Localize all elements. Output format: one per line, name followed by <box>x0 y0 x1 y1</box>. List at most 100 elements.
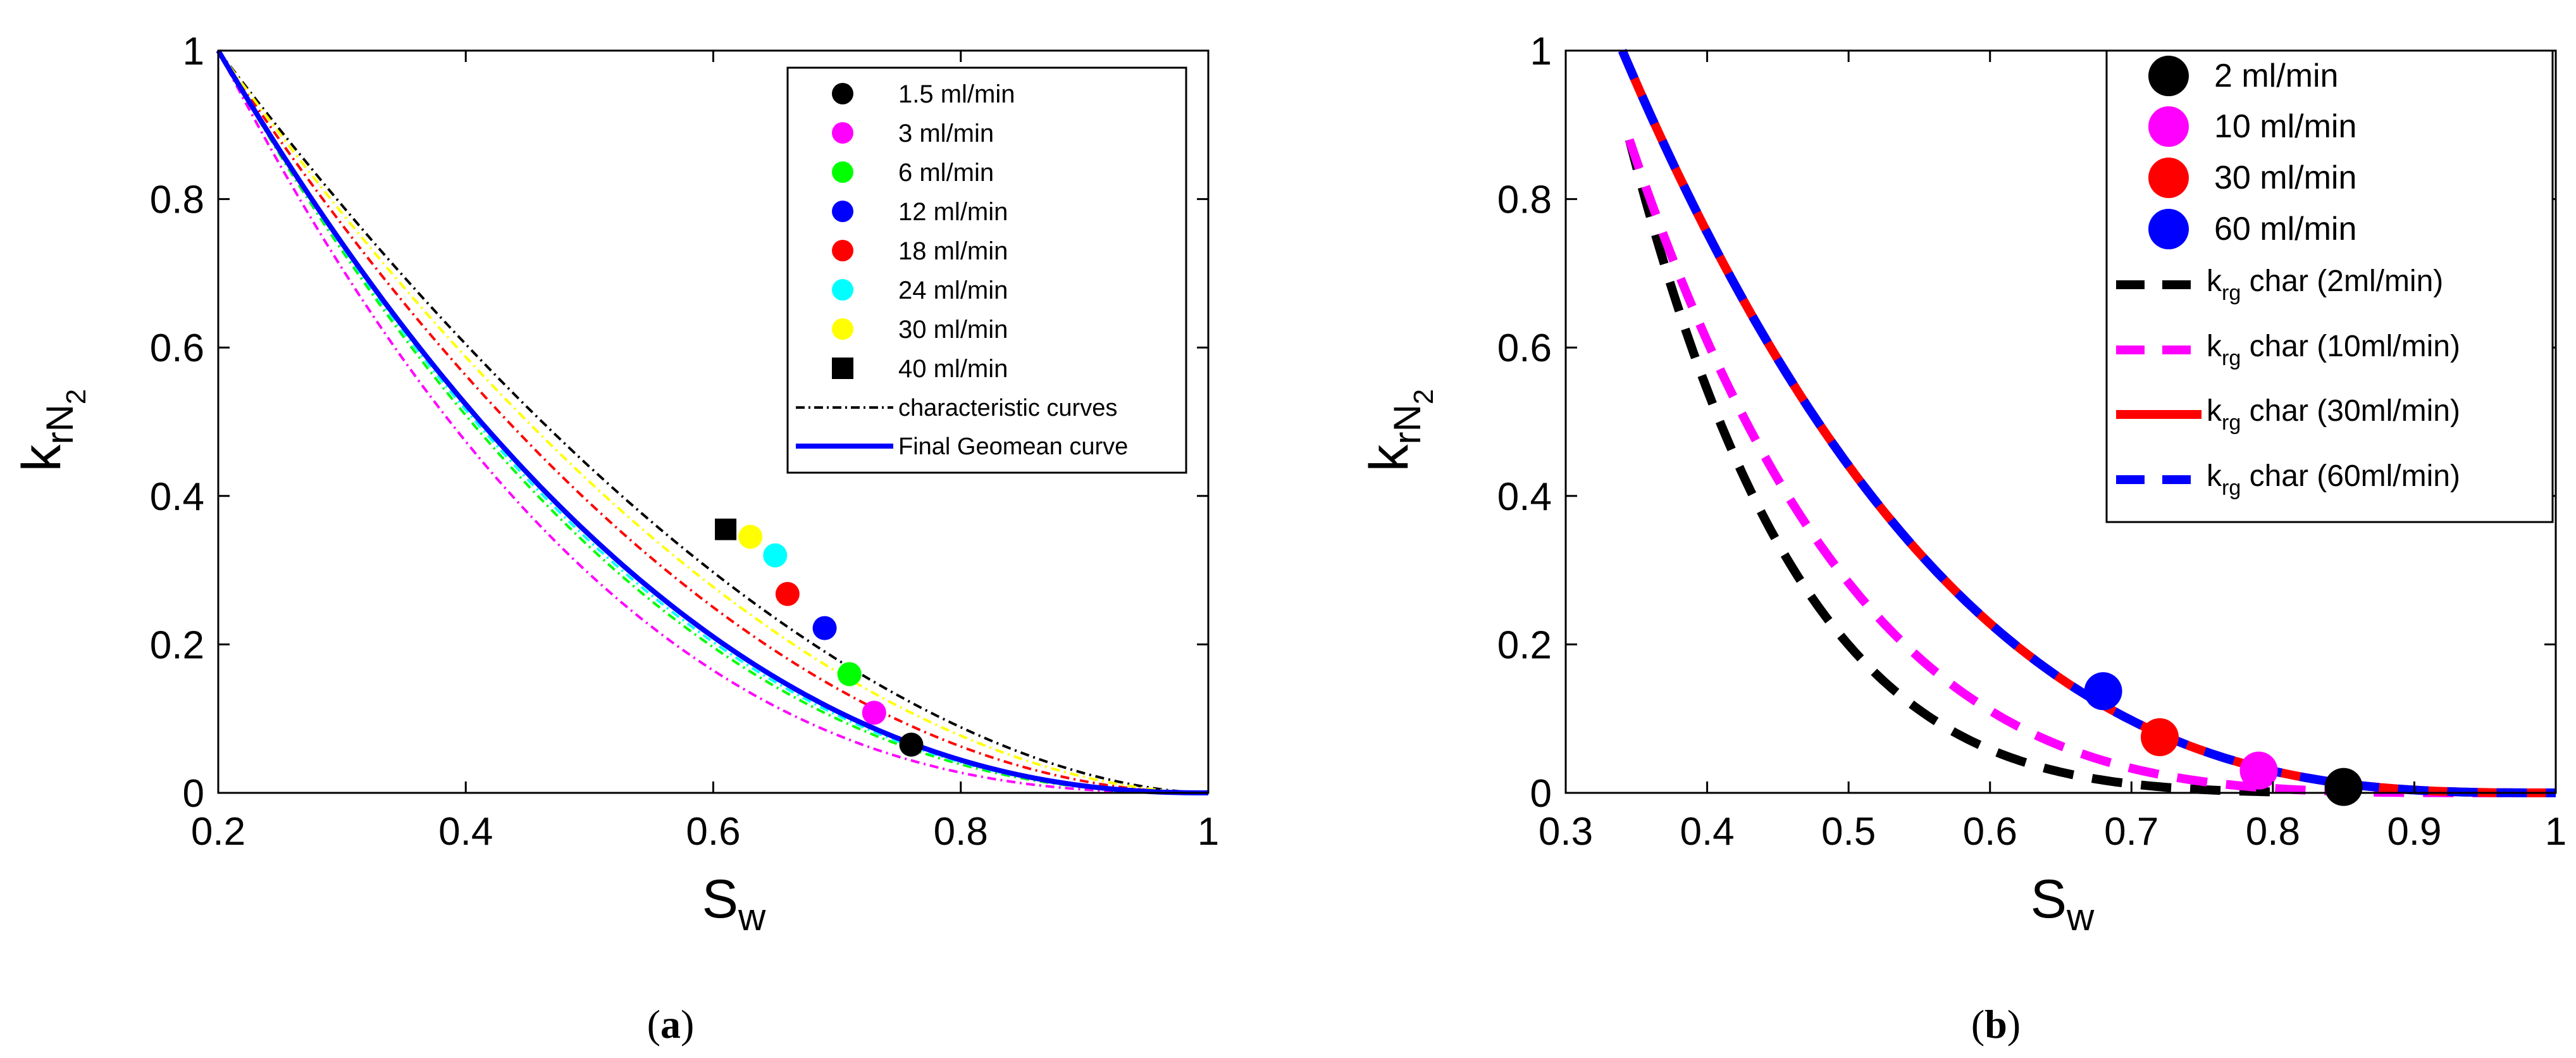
legend-b-entry-6: krg char (10ml/min) <box>2116 330 2460 370</box>
legend-b-entry-4: 60 ml/min <box>2148 209 2356 249</box>
panel-a-x-tick-label: 0.8 <box>934 810 988 854</box>
legend-b-marker-4 <box>2148 209 2189 249</box>
panel-a-x-tick-label: 0.2 <box>191 810 245 854</box>
legend-b-label-7: krg char (30ml/min) <box>2207 394 2460 435</box>
panel-a-point-5 <box>775 582 800 606</box>
panel-a-characteristic-curve-1 <box>217 49 1209 794</box>
legend-a-label-4: 12 ml/min <box>898 198 1008 226</box>
panel-b-y-tick-label: 0.2 <box>1497 623 1552 667</box>
panel-a-caption: (a) <box>647 1002 695 1047</box>
legend-b-marker-3 <box>2148 158 2189 198</box>
legend-a-entry-2: 3 ml/min <box>832 120 994 147</box>
panel-a-x-tick-label: 0.4 <box>438 810 493 854</box>
panel-a-point-2 <box>862 700 886 725</box>
panel-a-point-1 <box>899 732 924 757</box>
panel-b-y-tick-label: 0 <box>1530 772 1552 816</box>
panel-b-x-tick-label: 0.7 <box>2104 810 2158 854</box>
panel-a-y-tick-label: 0.8 <box>150 178 204 222</box>
panel-a-curves <box>216 49 1209 795</box>
panel-a-legend: 1.5 ml/min 3 ml/min 6 ml/min 12 ml/min 1… <box>786 66 1187 474</box>
panel-b-point-3 <box>2141 718 2179 757</box>
legend-a-entry-4: 12 ml/min <box>832 198 1008 226</box>
panel-b-x-tick-label: 0.9 <box>2387 810 2441 854</box>
legend-a-entry-3: 6 ml/min <box>832 159 994 187</box>
panel-b-point-2 <box>2239 751 2278 790</box>
legend-a-entry-7: 30 ml/min <box>832 316 1008 344</box>
panel-b-points <box>2084 672 2363 806</box>
legend-a-entry-5: 18 ml/min <box>832 237 1008 265</box>
panel-b-caption: (b) <box>1971 1002 2021 1047</box>
legend-a-marker-3 <box>832 161 853 183</box>
panel-b-x-tick-label: 0.4 <box>1680 810 1734 854</box>
panel-a-point-4 <box>812 616 837 640</box>
legend-b-entry-2: 10 ml/min <box>2148 106 2356 147</box>
legend-a-marker-6 <box>832 279 853 301</box>
legend-a-label-1: 1.5 ml/min <box>898 80 1015 108</box>
panel-b-point-1 <box>2324 768 2363 806</box>
legend-b-label-2: 10 ml/min <box>2214 108 2356 145</box>
panel-a-final-geomean-curve <box>216 49 1208 795</box>
legend-b-entry-5: krg char (2ml/min) <box>2116 264 2443 305</box>
legend-b-marker-2 <box>2148 106 2189 147</box>
legend-b-label-8: krg char (60ml/min) <box>2207 459 2460 500</box>
panel-a-characteristic-curve-7 <box>217 49 1209 794</box>
legend-a-label-10: Final Geomean curve <box>898 433 1128 460</box>
panel-a-points <box>715 518 924 757</box>
legend-b-label-4: 60 ml/min <box>2214 211 2356 247</box>
legend-a-label-6: 24 ml/min <box>898 277 1008 304</box>
panel-a-y-tick-label: 0.2 <box>150 623 204 667</box>
panel-b-y-tick-label: 0.6 <box>1497 327 1552 370</box>
panel-b-legend: 2 ml/min 10 ml/min 30 ml/min 60 ml/min k… <box>2105 49 2554 523</box>
legend-b-marker-1 <box>2148 56 2189 96</box>
panel-b-ticks: 0.3 0.4 0.5 0.6 0.7 0.8 0.9 1 0 0.2 0.4 0.6 0.8 1 <box>1497 30 2567 854</box>
panel-a-x-axis-label: Sw <box>702 869 766 938</box>
legend-a-label-8: 40 ml/min <box>898 355 1008 383</box>
panel-a-point-3 <box>837 662 862 687</box>
legend-b-entry-7: krg char (30ml/min) <box>2116 394 2460 435</box>
legend-a-marker-7 <box>832 318 853 340</box>
panel-b-point-4 <box>2084 672 2122 711</box>
legend-a-label-3: 6 ml/min <box>898 159 994 187</box>
panel-b-x-axis-label: Sw <box>2031 869 2095 938</box>
legend-a-entry-9: characteristic curves <box>796 395 1117 421</box>
panel-b-x-tick-label: 0.8 <box>2246 810 2300 854</box>
legend-a-marker-5 <box>832 240 853 261</box>
panel-a-y-axis-label: krN2 <box>11 389 92 472</box>
legend-b-label-6: krg char (10ml/min) <box>2207 330 2460 370</box>
legend-b-label-3: 30 ml/min <box>2214 159 2356 196</box>
panel-a-point-7 <box>738 525 763 549</box>
panel-b-x-tick-label: 0.6 <box>1963 810 2017 854</box>
panel-a-point-8 <box>715 518 737 540</box>
legend-a-entry-6: 24 ml/min <box>832 277 1008 304</box>
legend-b-label-5: krg char (2ml/min) <box>2207 264 2443 305</box>
legend-b-label-1: 2 ml/min <box>2214 58 2338 94</box>
panel-b-chart: 0.3 0.4 0.5 0.6 0.7 0.8 0.9 100.20.40.60.81 Sw … <box>1359 30 2567 1047</box>
legend-a-entry-8: 40 ml/min <box>832 355 1008 383</box>
legend-a-label-2: 3 ml/min <box>898 120 994 147</box>
legend-a-label-7: 30 ml/min <box>898 316 1008 344</box>
panel-b-y-axis-label: krN2 <box>1359 389 1439 472</box>
legend-a-marker-4 <box>832 201 853 222</box>
legend-b-entry-1: 2 ml/min <box>2148 56 2338 96</box>
legend-b-entry-8: krg char (60ml/min) <box>2116 459 2460 500</box>
panel-a-y-tick-label: 0.4 <box>150 475 204 519</box>
legend-a-label-9: characteristic curves <box>898 395 1117 421</box>
panel-b-plot-frame <box>1564 49 2557 794</box>
legend-a-entry-10: Final Geomean curve <box>796 433 1128 460</box>
legend-a-marker-1 <box>832 83 853 104</box>
panel-b-y-tick-label: 0.8 <box>1497 178 1552 222</box>
legend-a-marker-8 <box>832 358 853 379</box>
panel-a-x-tick-label: 1 <box>1198 810 1219 854</box>
panel-a-chart: 0.2 0.4 0.6 0.8 100.20.40.60.81 Sw krN2 1.5 … <box>11 30 1219 1047</box>
legend-a-entry-1: 1.5 ml/min <box>832 80 1015 108</box>
panel-b-x-tick-label: 1 <box>2545 810 2567 854</box>
legend-a-label-5: 18 ml/min <box>898 237 1008 265</box>
panel-a-point-6 <box>763 543 788 568</box>
panel-a-y-tick-label: 1 <box>183 30 204 73</box>
panel-b-y-tick-label: 1 <box>1530 30 1552 73</box>
panel-a-ticks: 0.2 0.4 0.6 0.8 100.20.40.60.81 <box>150 30 1219 854</box>
panel-b-x-tick-label: 0.5 <box>1821 810 1876 854</box>
panel-a-y-tick-label: 0 <box>183 772 204 816</box>
panel-a-characteristic-curve-5 <box>217 49 1209 794</box>
